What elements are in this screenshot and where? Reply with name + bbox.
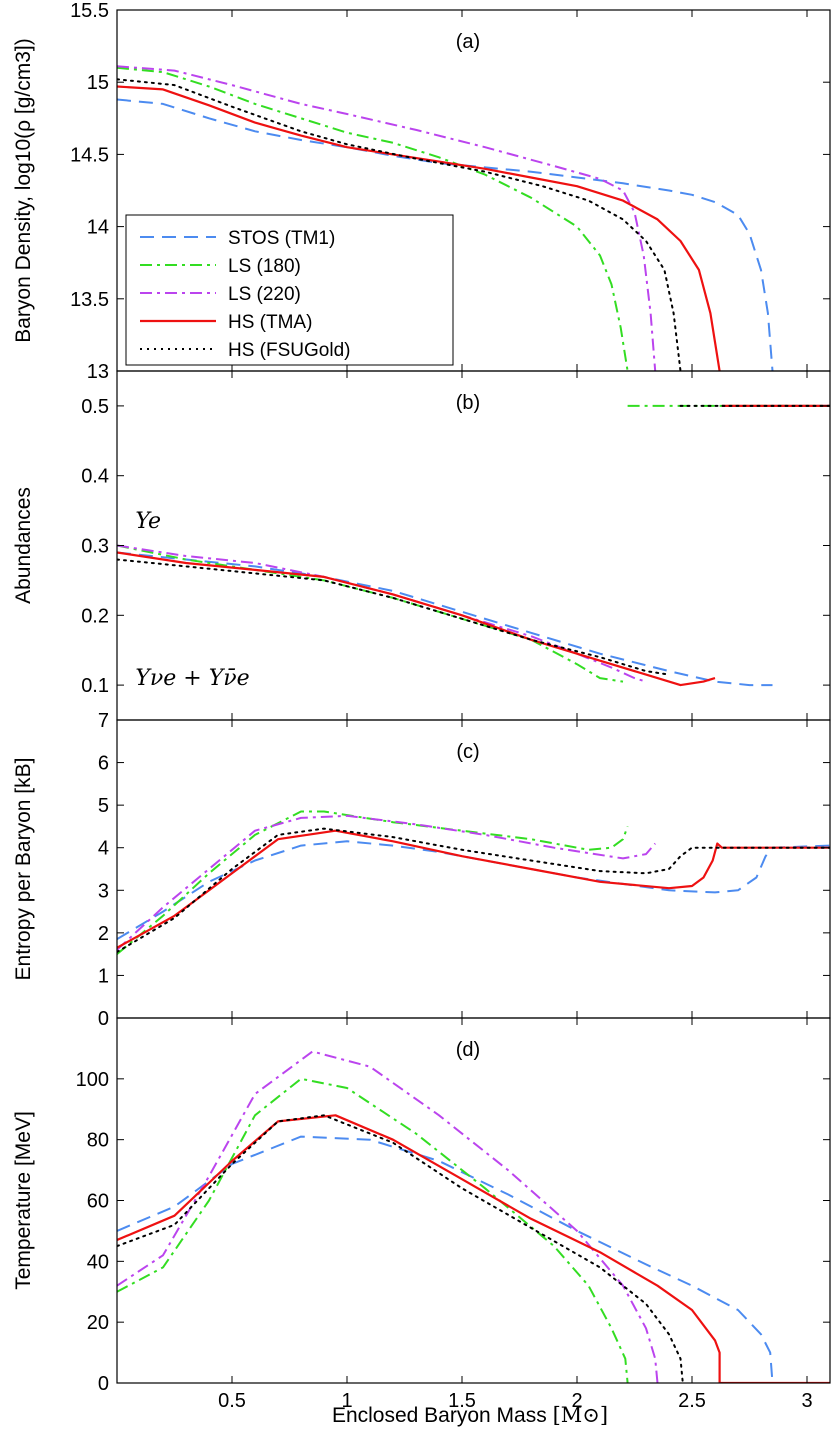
y-axis-title: Entropy per Baryon [kB]	[12, 758, 35, 981]
legend-label-ls220: LS (220)	[228, 284, 301, 305]
y-axis-title: Abundances	[12, 487, 35, 604]
panel-tag: (d)	[456, 1039, 480, 1061]
y-tick-label: 3	[98, 880, 109, 902]
legend-label-ls180: LS (180)	[228, 256, 301, 277]
series-label: Ye	[135, 509, 161, 534]
x-axis-title: Enclosed Baryon Mass [M⊙]	[332, 1403, 608, 1427]
y-tick-label: 20	[87, 1312, 109, 1334]
y-tick-label: 14.5	[70, 144, 109, 166]
x-tick-label: 0.5	[218, 1390, 246, 1412]
panel-d: 0 20 40 60 80 100 (d) Temperature [MeV]	[12, 1017, 831, 1395]
series-line-stos	[117, 551, 773, 687]
legend-box	[125, 214, 454, 366]
y-tick-label: 7	[98, 710, 109, 732]
y-tick-label: 0.2	[81, 605, 109, 627]
y-tick-label: 15	[87, 72, 109, 94]
y-tick-label: 40	[87, 1251, 109, 1273]
y-tick-label: 80	[87, 1130, 109, 1152]
series-group	[117, 1050, 830, 1383]
y-tick-label: 100	[76, 1069, 109, 1091]
series-label: Yνe + Yν̄e	[135, 666, 249, 691]
series-line-hsTMA	[117, 85, 721, 371]
x-tick-label: 2	[571, 1390, 582, 1412]
panel-tag: (c)	[456, 741, 479, 763]
series-line-ls220	[117, 1050, 659, 1383]
x-tick-label: 2.5	[678, 1390, 706, 1412]
series-line-hsFSU	[117, 558, 670, 676]
x-tick-label: 1.5	[448, 1390, 476, 1412]
series-line-stos	[117, 98, 774, 371]
series-line-stos	[117, 840, 830, 941]
series-group	[117, 404, 830, 687]
y-tick-label: 5	[98, 795, 109, 817]
y-tick-label: 15.5	[70, 0, 109, 22]
panel-tag: (a)	[456, 31, 480, 53]
series-line-hsTMA	[117, 551, 716, 687]
panel-frame	[116, 719, 831, 1019]
legend-label-hsTMA: HS (TMA)	[228, 312, 312, 333]
y-tick-label: 6	[98, 753, 109, 775]
y-tick-label: 1	[98, 965, 109, 987]
y-axis-title: Baryon Density, log10(ρ [g/cm3])	[12, 38, 35, 343]
x-tick-label: 3	[801, 1390, 812, 1412]
panel-tag: (b)	[456, 392, 480, 414]
y-tick-label: 4	[98, 838, 109, 860]
series-line-stos	[117, 1135, 830, 1383]
series-line-ls180	[117, 810, 629, 955]
y-tick-label: 0.5	[81, 396, 109, 418]
y-tick-label: 14	[87, 217, 109, 239]
legend-label-hsFSU: HS (FSUGold)	[228, 340, 350, 361]
series-line-hsFSU	[117, 78, 682, 371]
series-line-hsFSU	[117, 1114, 684, 1383]
y-tick-label: 0	[98, 1373, 109, 1395]
x-tick-label: 1	[341, 1390, 352, 1412]
series-line-hsTMA	[117, 1114, 830, 1383]
panel-c: 0 1 2 3 4 5 6 7 (c) Entropy per Baryon [kB]	[12, 710, 831, 1030]
series-line-ls220	[117, 814, 656, 951]
series-line-ls220	[117, 65, 657, 371]
series-group	[117, 65, 774, 371]
panel-a: 13 13.5 14 14.5 15 15.5 (a) Baryon Density, log…	[12, 0, 831, 383]
series-line-hsTMA	[117, 829, 830, 949]
series-line-hsFSU	[117, 827, 830, 953]
y-tick-label: 2	[98, 923, 109, 945]
y-tick-label: 0.3	[81, 536, 109, 558]
panel-b: 0.1 0.2 0.3 0.4 0.5 (b) Abundances Ye Yνe + Yν̄e	[12, 370, 831, 721]
y-tick-label: 0.1	[81, 675, 109, 697]
y-tick-label: 60	[87, 1191, 109, 1213]
y-tick-label: 13	[87, 361, 109, 383]
x-axis-title-text: Enclosed Baryon Mass	[332, 1404, 547, 1427]
legend: STOS (TM1) LS (180) LS (220) HS (TMA) HS (FS…	[125, 214, 454, 366]
series-line-ls180	[117, 66, 629, 371]
legend-label-stos: STOS (TM1)	[228, 228, 335, 249]
series-line-ls180	[117, 544, 624, 683]
y-tick-label: 0.4	[81, 466, 109, 488]
y-tick-label: 0	[98, 1008, 109, 1030]
y-tick-label: 13.5	[70, 289, 109, 311]
panel-frame	[116, 1017, 831, 1384]
y-axis-title: Temperature [MeV]	[12, 1111, 35, 1290]
series-line-ls180	[117, 1077, 629, 1383]
x-axis-unit: [M⊙]	[553, 1403, 608, 1427]
series-line-ls220	[117, 544, 647, 683]
x-axis: Enclosed Baryon Mass [M⊙] 0.5 1 1.5 2 2.5 3	[218, 1390, 812, 1427]
series-group	[117, 810, 830, 955]
